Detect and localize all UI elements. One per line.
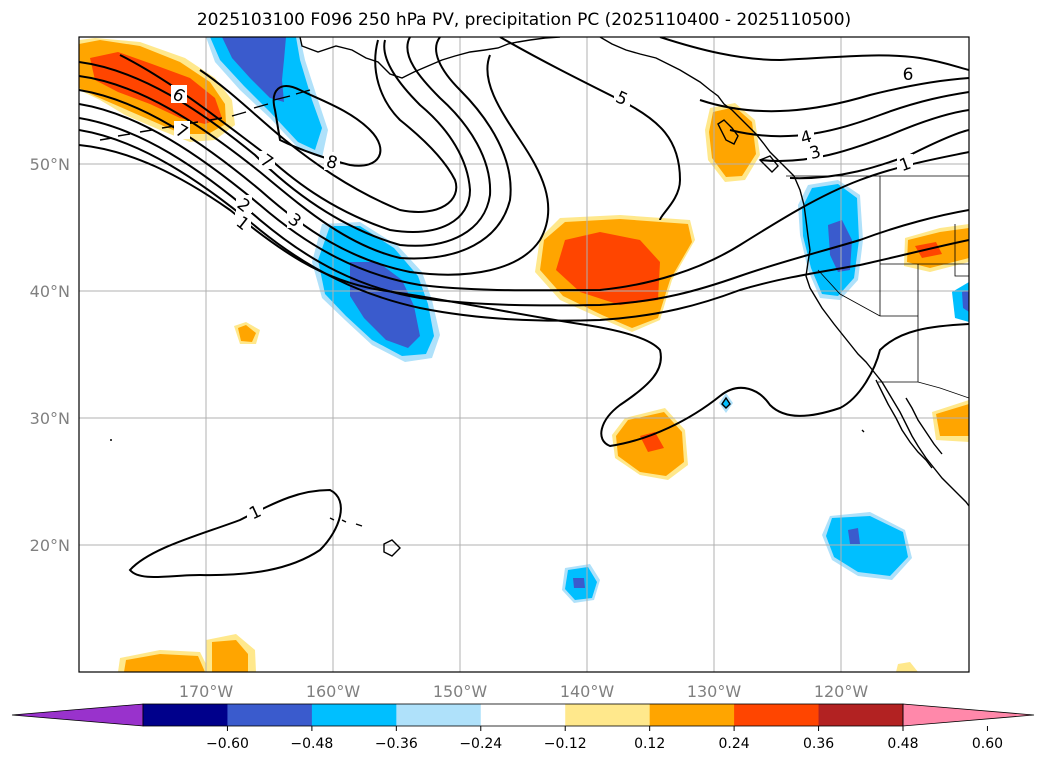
us-state-lines	[817, 176, 969, 382]
us-mexico-border	[878, 381, 969, 399]
x-axis-labels: 170°W 160°W 150°W 140°W 130°W 120°W	[179, 682, 869, 701]
colorbar-extend-high	[902, 703, 1035, 727]
pv-5	[79, 37, 512, 260]
colorbar-tick-label: 0.60	[972, 736, 1003, 752]
precip-neg-baja-mid	[826, 516, 908, 576]
colorbar-segment	[227, 704, 313, 726]
political-borders	[786, 175, 969, 399]
chart-title: 2025103100 F096 250 hPa PV, precipitatio…	[197, 10, 851, 30]
y-tick-label: 30°N	[30, 409, 70, 428]
pv-label: 8	[324, 152, 340, 174]
colorbar-segments	[11, 703, 1035, 727]
alaska-coast	[299, 37, 561, 79]
colorbar-tick-label: 0.36	[803, 736, 834, 752]
precip-pos-smallblob-core	[238, 325, 256, 342]
colorbar-tick-label: −0.48	[290, 736, 333, 752]
west-coast-us	[793, 175, 969, 507]
precip-neg-rockies-core	[962, 290, 969, 312]
pv-label-bg	[171, 85, 187, 103]
precip-pos-sw2-mid	[212, 640, 248, 672]
colorbar-tick-label: −0.36	[375, 736, 418, 752]
precip-pos-mexico-mid	[936, 404, 969, 436]
pv-1-subtropical	[128, 488, 342, 579]
x-tick-label: 140°W	[560, 682, 615, 701]
pv-label-bg	[287, 210, 303, 228]
pv-label-bg	[259, 151, 275, 169]
precip-pos-bc-mid	[709, 107, 756, 177]
coastlines	[99, 37, 969, 557]
precip-pos-se	[896, 662, 918, 672]
pv-ne-2	[729, 91, 969, 138]
y-tick-label: 40°N	[30, 282, 70, 301]
pv-4	[79, 54, 550, 276]
colorbar-tick-label: −0.60	[206, 736, 249, 752]
precip-pos-sw-mid	[124, 654, 205, 672]
pv-label-bg	[614, 88, 630, 106]
pv-labels: 6 7 7 8 2 1 3 5 6 4 3	[169, 64, 916, 524]
alaska-panhandle	[599, 37, 795, 177]
precip-neg-alaska-core	[222, 37, 286, 102]
x-tick-label: 160°W	[306, 682, 361, 701]
bc-islands	[717, 119, 779, 173]
colorbar-extend-low	[11, 703, 144, 727]
x-tick-label: 150°W	[433, 682, 488, 701]
precip-neg-hawaii-core	[573, 578, 585, 588]
pv-ne-6	[659, 37, 969, 71]
pv-label-bg	[174, 121, 190, 139]
pv-label: 3	[807, 142, 823, 164]
pv-label-bg	[900, 64, 916, 82]
colorbar-tick-label: 0.48	[887, 736, 918, 752]
colorbar-frame	[142, 703, 904, 727]
pv-label-bg	[235, 213, 251, 231]
colorbar-segment	[480, 704, 566, 726]
x-tick-label: 130°W	[687, 682, 742, 701]
pv-label-bg	[324, 152, 340, 170]
pv-8	[199, 39, 458, 213]
x-tick-label: 120°W	[814, 682, 869, 701]
pv-label: 6	[903, 65, 914, 85]
baja-peninsula	[875, 379, 933, 469]
colorbar-tick-label: −0.12	[544, 736, 587, 752]
pv-6	[79, 37, 492, 247]
colorbar-tick-label: −0.24	[459, 736, 502, 752]
pv-7	[119, 39, 472, 233]
precip-neg-baja-core	[848, 528, 860, 544]
colorbar-segment	[396, 704, 482, 726]
y-axis-labels: 50°N 40°N 30°N 20°N	[30, 155, 70, 555]
map-frame	[78, 36, 970, 673]
x-tick-label: 170°W	[179, 682, 234, 701]
colorbar: −0.60 −0.48 −0.36 −0.24 −0.12 0.12 0.24 0.36 0.4…	[11, 703, 1035, 752]
map-panel: 6 7 7 8 2 1 3 5 6 4 3	[78, 36, 970, 673]
pacific-islands	[110, 396, 865, 441]
pv-1-main	[79, 144, 969, 448]
y-tick-label: 50°N	[30, 155, 70, 174]
pv-label-bg	[897, 154, 913, 172]
gulf-of-california	[905, 397, 943, 455]
colorbar-tick-label: 0.12	[634, 736, 665, 752]
colorbar-tick-label: 0.24	[719, 736, 750, 752]
pv-5-north	[499, 37, 682, 221]
pv-label-bg	[247, 502, 263, 520]
colorbar-segment	[311, 704, 397, 726]
colorbar-segment	[565, 704, 651, 726]
hawaii	[329, 517, 401, 557]
pv-label-bg	[236, 195, 252, 213]
colorbar-ticks: −0.60 −0.48 −0.36 −0.24 −0.12 0.12 0.24 0.36 0.4…	[206, 726, 1003, 752]
colorbar-segment	[818, 704, 904, 726]
precip-pos-nep-core	[556, 232, 660, 305]
colorbar-segment	[649, 704, 735, 726]
y-tick-label: 20°N	[30, 536, 70, 555]
pv-ne-1	[699, 77, 969, 113]
pv-ne-3	[759, 109, 969, 162]
pv-label-bg	[807, 142, 823, 160]
pv-label-bg	[798, 127, 814, 145]
colorbar-segment	[734, 704, 820, 726]
colorbar-segment	[143, 704, 228, 726]
